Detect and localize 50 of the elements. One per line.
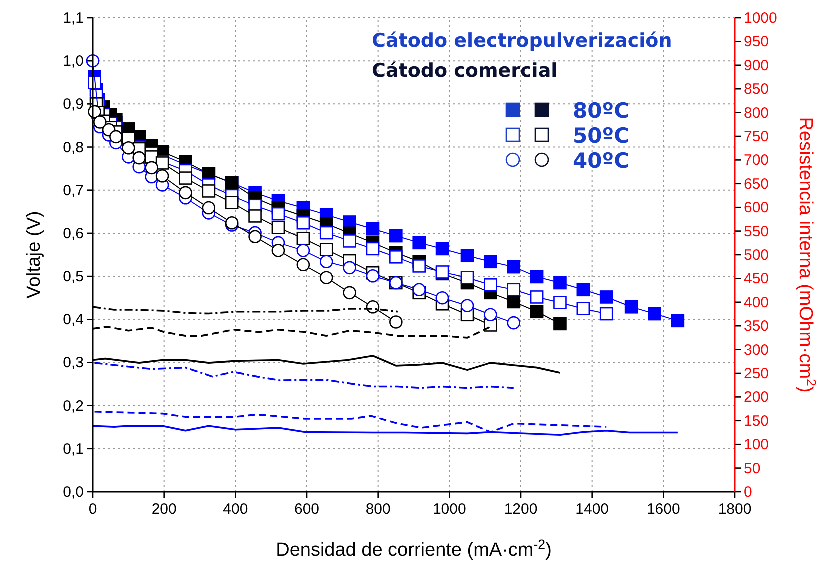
x-tick-label: 1200 <box>504 501 538 518</box>
x-tick-label: 600 <box>294 501 320 518</box>
y2-tick-label: 150 <box>744 412 770 430</box>
y2-tick-label: 650 <box>744 176 770 193</box>
x-axis-title: Densidad de corriente (mA·cm$^{-2}$) <box>276 536 552 561</box>
y2-tick-label: 500 <box>744 247 770 264</box>
annotation: Cátodo comercial <box>372 60 558 82</box>
y2-tick-label: 800 <box>744 104 770 122</box>
y-tick-label: 0,7 <box>63 182 84 200</box>
y-tick-label: 0,6 <box>63 225 84 242</box>
y2-tick-label: 200 <box>744 389 770 406</box>
y-tick-label: 0,9 <box>63 96 84 114</box>
y2-tick-label: 350 <box>744 318 770 336</box>
y2-tick-label: 50 <box>744 460 761 478</box>
y2-tick-label: 900 <box>744 57 770 74</box>
y-tick-label: 0,5 <box>63 268 84 286</box>
y2-tick-label: 100 <box>744 436 770 454</box>
x-tick-label: 1400 <box>576 501 610 518</box>
y2-tick-label: 400 <box>744 294 770 312</box>
y-tick-label: 0,0 <box>63 484 84 501</box>
y2-tick-label: 850 <box>744 81 770 98</box>
y-tick-label: 0,2 <box>63 398 84 415</box>
y-tick-label: 0,8 <box>63 139 84 156</box>
y2-tick-label: 1000 <box>744 10 778 27</box>
x-tick-label: 1000 <box>432 501 466 518</box>
y2-tick-label: 550 <box>744 223 770 240</box>
y2-tick-label: 700 <box>744 152 770 170</box>
annotation: 40ºC <box>573 149 630 173</box>
annotation: 50ºC <box>573 124 630 148</box>
y2-tick-label: 250 <box>744 366 770 382</box>
annotation: 80ºC <box>573 99 630 123</box>
x-tick-label: 200 <box>152 501 177 518</box>
x-tick-label: 0 <box>88 501 98 518</box>
y-tick-label: 0,3 <box>63 354 84 372</box>
y-tick-label: 0,4 <box>63 312 84 329</box>
x-tick-label: 800 <box>366 501 391 518</box>
y2-tick-label: 0 <box>744 484 752 501</box>
y-tick-label: 1,0 <box>63 53 84 70</box>
y2-tick-label: 750 <box>744 128 770 146</box>
annotation: Cátodo electropulverización <box>372 30 672 52</box>
y-tick-label: 0,1 <box>63 440 84 458</box>
y2-tick-label: 600 <box>744 200 770 217</box>
y2-tick-label: 450 <box>744 270 770 288</box>
y-tick-label: 1,1 <box>63 10 84 27</box>
y2-tick-label: 300 <box>744 342 770 359</box>
y2-tick-label: 950 <box>744 34 770 51</box>
y-axis-title: Voltaje (V) <box>24 211 45 299</box>
x-tick-label: 400 <box>223 501 248 518</box>
x-tick-label: 1800 <box>718 501 752 518</box>
x-tick-label: 1600 <box>646 501 680 518</box>
